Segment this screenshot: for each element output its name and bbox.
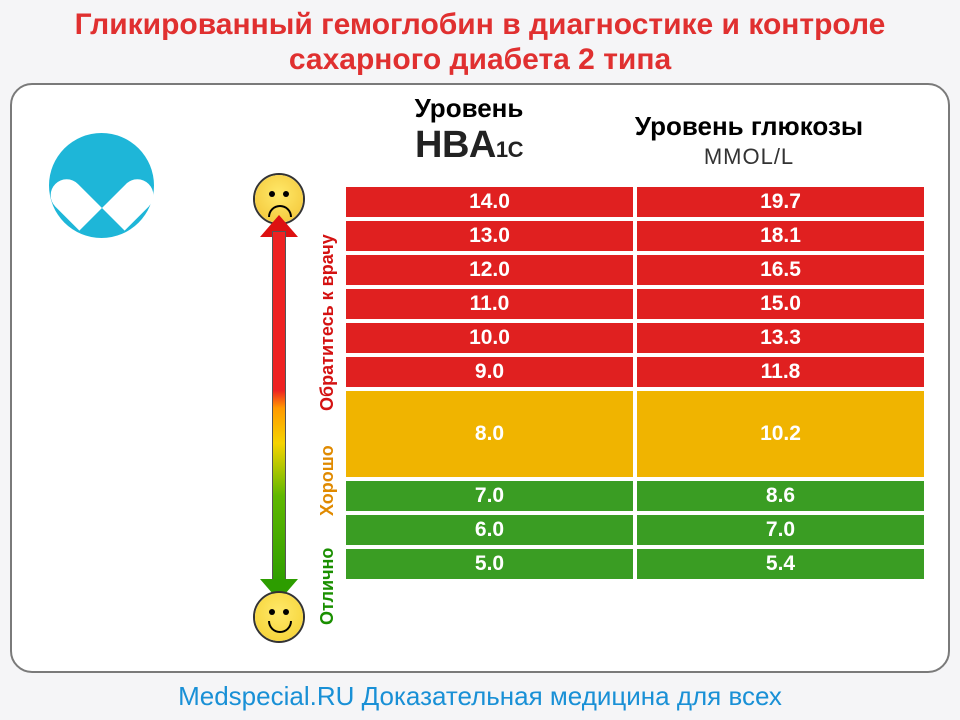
table-row: 9.011.8 — [344, 355, 926, 389]
glucose-unit-label: MMOL/L — [604, 144, 894, 170]
page-title: Гликированный гемоглобин в диагностике и… — [0, 0, 960, 81]
glucose-value-cell: 7.0 — [635, 515, 926, 545]
glucose-value-cell: 11.8 — [635, 357, 926, 387]
hba1c-value-cell: 8.0 — [344, 391, 635, 477]
scale-label-ok: Хорошо — [317, 441, 338, 521]
hba1c-value-cell: 5.0 — [344, 549, 635, 579]
glucose-level-label: Уровень глюкозы — [604, 111, 894, 142]
glucose-value-cell: 19.7 — [635, 187, 926, 217]
table-row: 11.015.0 — [344, 287, 926, 321]
table-row: 5.05.4 — [344, 547, 926, 581]
glucose-value-cell: 16.5 — [635, 255, 926, 285]
hba1c-value-cell: 7.0 — [344, 481, 635, 511]
gradient-arrow-body — [272, 231, 286, 585]
table-row: 7.08.6 — [344, 479, 926, 513]
table-row: 10.013.3 — [344, 321, 926, 355]
hba1c-value-cell: 13.0 — [344, 221, 635, 251]
main-panel: + Уровень HBA1C Уровень глюкозы MMOL/L — [10, 83, 950, 673]
glucose-value-cell: 5.4 — [635, 549, 926, 579]
hba1c-formula-main: HBA — [415, 124, 496, 166]
hba1c-formula: HBA1C — [344, 124, 594, 167]
hba1c-level-label: Уровень — [344, 93, 594, 124]
hba1c-value-cell: 12.0 — [344, 255, 635, 285]
scale-label-bad: Обратитесь к врачу — [317, 223, 338, 423]
heart-plus-icon: + — [49, 133, 154, 238]
hba1c-formula-sub: 1C — [496, 137, 523, 162]
glucose-value-cell: 18.1 — [635, 221, 926, 251]
quality-indicator: Обратитесь к врачу Хорошо Отлично — [229, 173, 329, 643]
glucose-value-cell: 10.2 — [635, 391, 926, 477]
table-row: 14.019.7 — [344, 185, 926, 219]
hba1c-value-cell: 14.0 — [344, 187, 635, 217]
hba1c-value-cell: 6.0 — [344, 515, 635, 545]
glucose-header: Уровень глюкозы MMOL/L — [604, 111, 894, 170]
glucose-value-cell: 13.3 — [635, 323, 926, 353]
hba1c-value-cell: 9.0 — [344, 357, 635, 387]
hba1c-glucose-table: 14.019.713.018.112.016.511.015.010.013.3… — [344, 185, 926, 655]
hba1c-header: Уровень HBA1C — [344, 93, 594, 167]
table-row: 12.016.5 — [344, 253, 926, 287]
glucose-value-cell: 8.6 — [635, 481, 926, 511]
table-row: 6.07.0 — [344, 513, 926, 547]
table-row: 13.018.1 — [344, 219, 926, 253]
table-row: 8.010.2 — [344, 389, 926, 479]
glucose-value-cell: 15.0 — [635, 289, 926, 319]
brand-logo: + — [49, 133, 154, 238]
table-headers: Уровень HBA1C Уровень глюкозы MMOL/L — [344, 93, 928, 183]
scale-label-good: Отлично — [317, 531, 338, 641]
hba1c-value-cell: 10.0 — [344, 323, 635, 353]
hba1c-value-cell: 11.0 — [344, 289, 635, 319]
footer-credit: Medspecial.RU Доказательная медицина для… — [0, 677, 960, 712]
happy-face-icon — [253, 591, 305, 643]
